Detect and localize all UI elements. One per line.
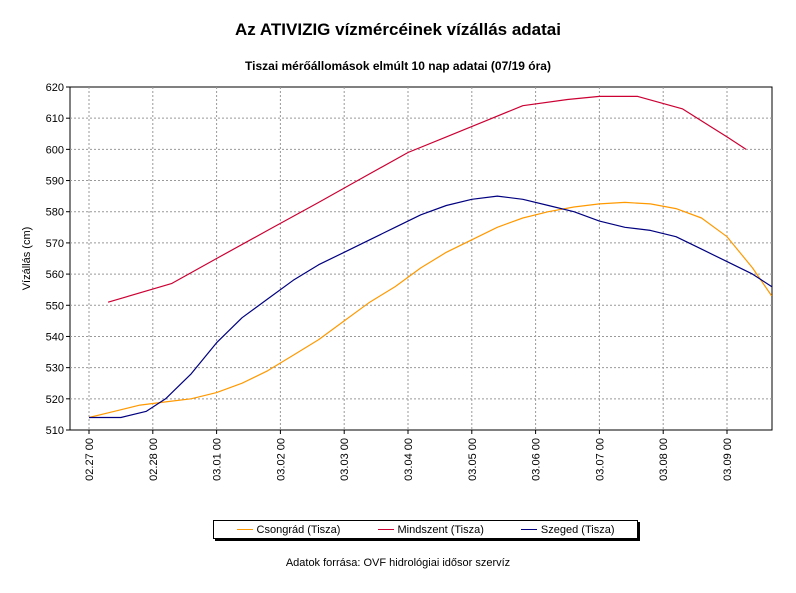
y-tick-label: 610 [46,113,64,125]
y-tick-label: 570 [46,238,64,250]
x-tick-label: 03.01 00 [212,438,224,481]
x-tick-label: 03.08 00 [658,438,670,481]
y-tick-label: 540 [46,331,64,343]
x-tick-label: 03.04 00 [403,438,415,481]
y-tick-label: 550 [46,300,64,312]
y-tick-label: 520 [46,394,64,406]
x-tick-label: 03.07 00 [594,438,606,481]
legend-swatch-mindszent [377,529,394,530]
legend-swatch-csongrad [236,529,253,530]
series-line-1 [107,95,747,303]
x-tick-label: 03.09 00 [722,438,734,481]
source-note: Adatok forrása: OVF hidrológiai idősor s… [285,557,511,569]
x-tick-label: 02.28 00 [148,438,160,481]
x-tick-label: 02.27 00 [84,438,96,481]
legend-label-szeged: Szeged (Tisza) [540,523,615,536]
legend-item-szeged: Szeged (Tisza) [520,523,615,536]
series-line-0 [88,201,773,419]
y-tick-label: 510 [46,425,64,437]
y-tick-label: 590 [46,176,64,188]
plot-area [69,86,773,431]
y-tick-label: 530 [46,363,64,375]
line-chart: 510 520 530 540 550 560 570 580 590 600 610 620 02.2… [21,82,773,481]
chart-title: Az ATIVIZIG vízmércéinek vízállás adatai [235,20,561,39]
legend-item-csongrad: Csongrád (Tisza) [236,523,341,536]
x-tick-label: 03.02 00 [275,438,287,481]
series-line-2 [89,195,773,419]
x-tick-label: 03.05 00 [467,438,479,481]
y-tick-label: 620 [46,82,64,94]
x-tick-label: 03.06 00 [531,438,543,481]
y-tick-label: 560 [46,269,64,281]
x-tick-label: 03.03 00 [339,438,351,481]
y-axis-label: Vízállás (cm) [21,227,33,291]
y-tick-label: 600 [46,144,64,156]
chart-subtitle: Tiszai mérőállomások elmúlt 10 nap adata… [245,59,551,73]
legend-label-csongrad: Csongrád (Tisza) [256,523,341,536]
y-tick-label: 580 [46,207,64,219]
legend-label-mindszent: Mindszent (Tisza) [397,523,484,536]
legend-swatch-szeged [520,529,537,530]
chart-legend: Csongrád (Tisza) Mindszent (Tisza) Szege… [213,520,638,539]
legend-item-mindszent: Mindszent (Tisza) [377,523,484,536]
